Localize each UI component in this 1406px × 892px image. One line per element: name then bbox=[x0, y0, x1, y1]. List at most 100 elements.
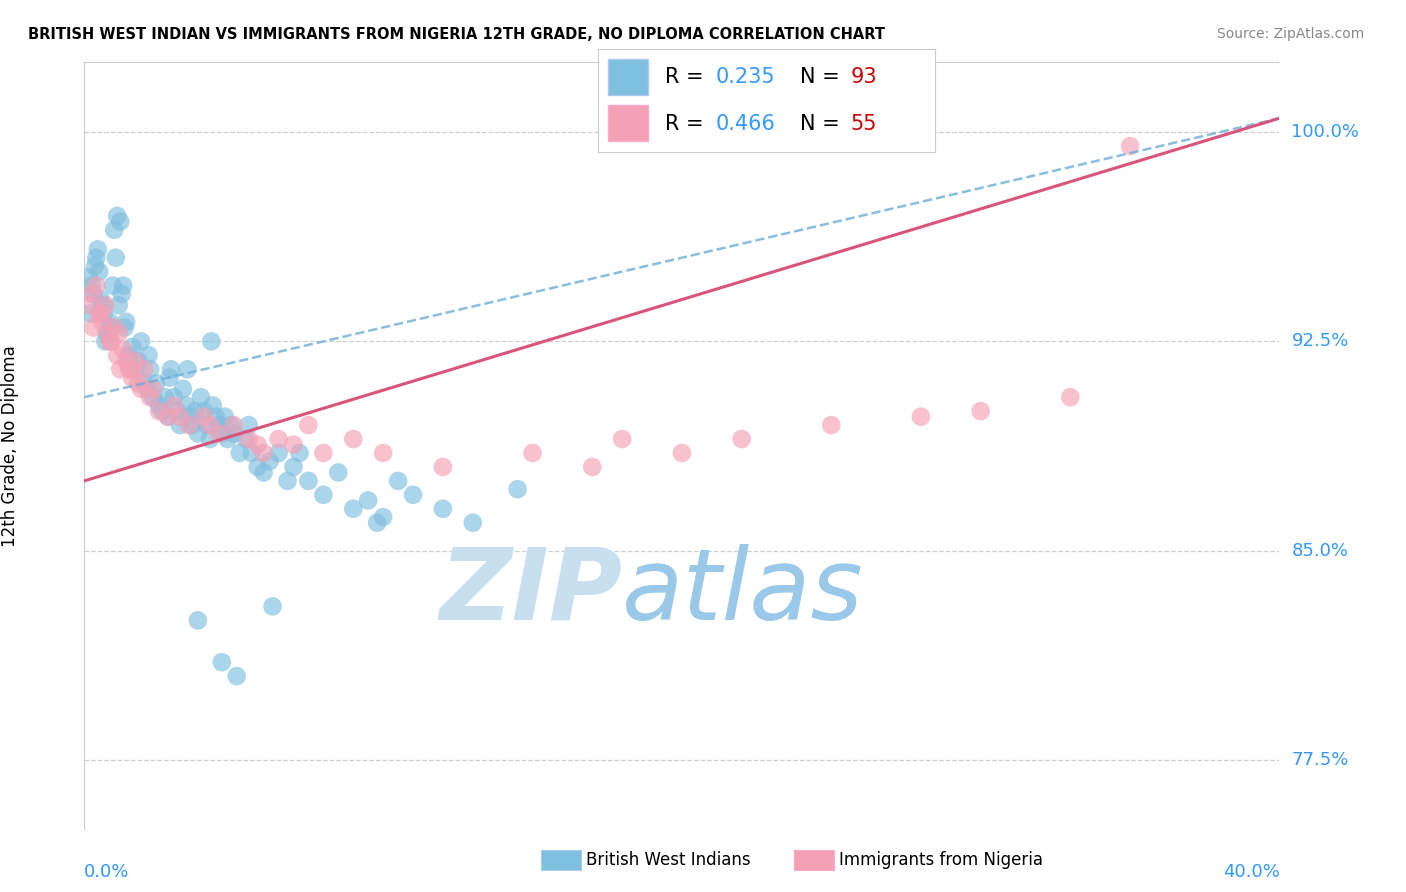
Text: BRITISH WEST INDIAN VS IMMIGRANTS FROM NIGERIA 12TH GRADE, NO DIPLOMA CORRELATIO: BRITISH WEST INDIAN VS IMMIGRANTS FROM N… bbox=[28, 27, 886, 42]
Text: 0.466: 0.466 bbox=[716, 114, 776, 134]
Text: R =: R = bbox=[665, 67, 710, 87]
Point bbox=[148, 404, 170, 418]
Point bbox=[200, 334, 222, 349]
Point bbox=[104, 251, 127, 265]
Point bbox=[222, 426, 245, 441]
Point bbox=[132, 376, 156, 391]
Point bbox=[174, 399, 197, 413]
Point bbox=[208, 426, 231, 441]
Point bbox=[1119, 139, 1142, 153]
Point bbox=[100, 334, 122, 349]
Point bbox=[222, 418, 245, 433]
Point bbox=[312, 446, 335, 460]
Text: Immigrants from Nigeria: Immigrants from Nigeria bbox=[839, 851, 1043, 869]
Point bbox=[297, 474, 319, 488]
Point bbox=[169, 409, 191, 424]
Point bbox=[87, 243, 110, 257]
Point bbox=[195, 418, 218, 433]
Point bbox=[127, 376, 149, 391]
Point bbox=[121, 370, 143, 384]
Point bbox=[225, 669, 247, 683]
Point bbox=[118, 362, 141, 376]
Point bbox=[201, 399, 224, 413]
Point bbox=[139, 390, 162, 404]
Point bbox=[208, 418, 231, 433]
Point bbox=[160, 362, 183, 376]
Text: 85.0%: 85.0% bbox=[1292, 541, 1348, 559]
Text: N =: N = bbox=[800, 67, 846, 87]
Point bbox=[142, 390, 165, 404]
Point bbox=[136, 382, 159, 396]
Point bbox=[253, 466, 276, 480]
Point bbox=[110, 214, 132, 228]
Point bbox=[124, 362, 146, 376]
Text: British West Indians: British West Indians bbox=[586, 851, 751, 869]
Point bbox=[235, 432, 257, 446]
Point bbox=[198, 432, 221, 446]
Point bbox=[259, 454, 281, 468]
Point bbox=[77, 270, 100, 285]
Text: 0.0%: 0.0% bbox=[84, 863, 129, 881]
Point bbox=[114, 320, 136, 334]
Point bbox=[297, 418, 319, 433]
Point bbox=[184, 404, 207, 418]
Point bbox=[105, 209, 128, 223]
Point bbox=[83, 259, 105, 273]
Point bbox=[970, 404, 993, 418]
Point bbox=[267, 432, 290, 446]
Point bbox=[187, 613, 209, 627]
Point bbox=[98, 315, 121, 329]
Text: 12th Grade, No Diploma: 12th Grade, No Diploma bbox=[0, 345, 18, 547]
Point bbox=[177, 418, 200, 433]
Point bbox=[91, 315, 114, 329]
Point bbox=[229, 446, 252, 460]
Point bbox=[312, 488, 335, 502]
Point bbox=[80, 287, 103, 301]
Point bbox=[211, 655, 233, 669]
Point bbox=[373, 446, 395, 460]
Point bbox=[103, 223, 125, 237]
Point bbox=[342, 501, 364, 516]
Point bbox=[246, 459, 269, 474]
Point bbox=[139, 362, 162, 376]
Point bbox=[90, 293, 112, 307]
Point bbox=[157, 409, 180, 424]
Point bbox=[432, 459, 454, 474]
Text: R =: R = bbox=[665, 114, 710, 134]
Point bbox=[366, 516, 388, 530]
Point bbox=[115, 354, 138, 368]
Point bbox=[79, 306, 101, 320]
Point bbox=[731, 432, 754, 446]
Point bbox=[169, 418, 191, 433]
Point bbox=[98, 334, 121, 349]
Point bbox=[187, 426, 209, 441]
Point bbox=[267, 446, 290, 460]
Point bbox=[89, 306, 111, 320]
FancyBboxPatch shape bbox=[607, 105, 648, 141]
Point bbox=[112, 343, 135, 357]
Point bbox=[110, 362, 132, 376]
Point bbox=[461, 516, 484, 530]
Point bbox=[105, 348, 128, 362]
Point bbox=[111, 287, 134, 301]
Text: 93: 93 bbox=[851, 67, 877, 87]
Point bbox=[342, 432, 364, 446]
Point bbox=[217, 432, 239, 446]
Text: 55: 55 bbox=[851, 114, 877, 134]
Point bbox=[159, 370, 181, 384]
Point bbox=[94, 334, 117, 349]
Point bbox=[357, 493, 380, 508]
Point bbox=[91, 298, 114, 312]
Point bbox=[120, 362, 142, 376]
Point bbox=[238, 432, 260, 446]
Point bbox=[157, 409, 180, 424]
Point bbox=[402, 488, 425, 502]
Point bbox=[238, 418, 260, 433]
Point bbox=[82, 287, 104, 301]
Text: ZIP: ZIP bbox=[439, 544, 623, 641]
Point bbox=[96, 326, 118, 340]
Point bbox=[432, 501, 454, 516]
Point bbox=[246, 437, 269, 451]
Point bbox=[132, 362, 156, 376]
Point bbox=[163, 390, 186, 404]
